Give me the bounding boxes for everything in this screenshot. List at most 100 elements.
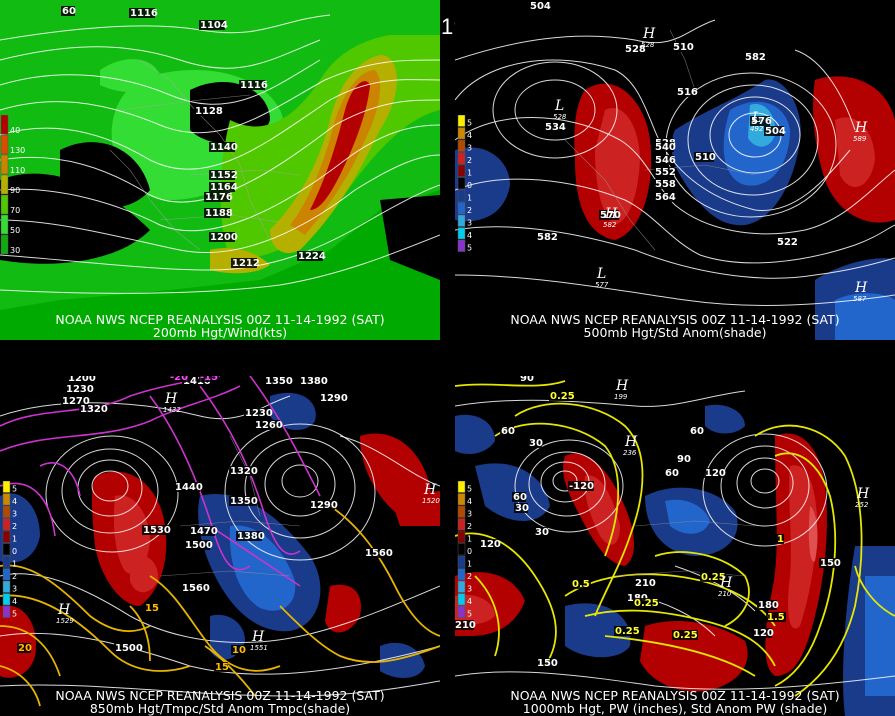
contour-label-bg — [169, 376, 189, 382]
contour-label-bg — [79, 404, 105, 414]
contour-label: 528 — [625, 44, 646, 55]
legend-swatch — [0, 214, 9, 235]
legend-label: 2 — [467, 206, 472, 215]
contour-label-bg — [599, 210, 619, 220]
pressure-mark-value: 577 — [595, 281, 609, 289]
contour-label: 120 — [753, 628, 774, 639]
legend-swatch — [457, 164, 466, 177]
legend-swatch — [0, 194, 9, 215]
legend-label: 1 — [467, 535, 472, 544]
legend-swatch — [457, 239, 466, 252]
contour-label: 1380 — [300, 376, 328, 387]
legend-swatch — [457, 202, 466, 215]
legend-label: 4 — [467, 131, 472, 140]
legend-swatch — [457, 177, 466, 190]
anomaly-legend: 5 4 3 2 1 0 1 2 3 4 5 — [2, 481, 17, 619]
contour-label: 30 — [529, 438, 543, 449]
legend-swatch — [457, 593, 466, 606]
contour-label: 1320 — [80, 404, 108, 415]
wind-legend: 40 130 110 90 70 50 30 — [0, 115, 25, 255]
legend-swatch — [457, 214, 466, 227]
high-pressure-mark: H — [164, 391, 178, 407]
legend-label: 5 — [467, 485, 472, 494]
contour-label-bg — [144, 603, 158, 613]
contour-label: -15 — [200, 376, 218, 383]
legend-swatch — [457, 580, 466, 593]
panel-caption-source: NOAA NWS NCEP REANALYSIS 00Z 11-14-1992 … — [55, 312, 385, 327]
low-pressure-mark: L — [751, 110, 761, 126]
legend-label: 5 — [467, 244, 472, 253]
legend-swatch — [457, 115, 466, 127]
legend-label: 5 — [12, 610, 17, 619]
legend-swatch — [2, 543, 11, 556]
legend-swatch — [2, 568, 11, 581]
contour-label-bg — [199, 20, 225, 30]
pressure-mark-value: 587 — [853, 295, 867, 303]
legend-swatch — [457, 493, 466, 506]
legend-label: 3 — [12, 510, 17, 519]
contour-label: 1560 — [182, 583, 210, 594]
contour-label-bg — [633, 598, 659, 608]
contour-label: 20 — [18, 643, 32, 654]
contour-label: 510 — [673, 42, 694, 53]
legend-label: 1 — [467, 169, 472, 178]
pressure-mark-value: 252 — [855, 501, 869, 509]
contour-label-bg — [512, 492, 526, 502]
panel-caption-source: NOAA NWS NCEP REANALYSIS 00Z 11-14-1992 … — [510, 312, 840, 327]
low-pressure-mark: L — [554, 98, 564, 114]
legend-label: 4 — [12, 497, 17, 506]
contour-label-bg — [614, 626, 640, 636]
contour-label: 30 — [535, 527, 549, 538]
contour-label: 1200 — [68, 376, 96, 384]
contour-label: 0.25 — [550, 391, 575, 402]
contour-label-bg — [654, 179, 674, 189]
contour-label-bg — [299, 376, 325, 386]
high-pressure-mark: H — [856, 486, 870, 502]
contour-label: 0.25 — [673, 630, 698, 641]
contour-label-bg — [67, 376, 93, 383]
contour-label: 1380 — [237, 531, 265, 542]
contour-label: 1290 — [310, 500, 338, 511]
contour-label: 1176 — [205, 192, 233, 203]
contour-label-bg — [752, 628, 772, 638]
contour-label-bg — [209, 182, 235, 192]
contour-label-bg — [534, 527, 548, 537]
high-pressure-mark: H — [604, 206, 618, 222]
panel-caption-field: 200mb Hgt/Wind(kts) — [152, 325, 288, 340]
panel-200mb-map: 1116 1104 1116 1128 1140 1152 1164 1176 1188 1200… — [0, 0, 440, 340]
contour-label-bg — [634, 578, 654, 588]
legend-swatch — [457, 227, 466, 240]
legend-label: 4 — [467, 597, 472, 606]
contour-label: 582 — [745, 52, 766, 63]
contour-label: 522 — [777, 237, 798, 248]
contour-label-bg — [181, 583, 207, 593]
legend-swatch — [2, 555, 11, 568]
contour-label-bg — [319, 393, 345, 403]
contour-label: 1128 — [195, 106, 223, 117]
high-pressure-mark: H — [251, 629, 265, 645]
legend-label: 2 — [467, 522, 472, 531]
contour-label: 1.5 — [767, 612, 785, 623]
contour-label: 1260 — [255, 420, 283, 431]
contour-label: 582 — [537, 232, 558, 243]
legend-swatch — [457, 139, 466, 152]
contour-label-bg — [204, 208, 230, 218]
contour-label-bg — [672, 630, 698, 640]
pressure-mark-value: 199 — [614, 393, 628, 401]
height-pw-contours: 900.2560309060-1206030120302101800.250.5… — [455, 376, 895, 697]
contour-label-bg — [514, 503, 528, 513]
legend-swatch — [457, 518, 466, 531]
contour-label-bg — [536, 232, 556, 242]
contour-label-bg — [544, 122, 564, 132]
legend-label: 1 — [467, 194, 472, 203]
contour-label-bg — [182, 376, 208, 386]
contour-label-bg — [231, 645, 245, 655]
contour-label: 1440 — [175, 482, 203, 493]
high-pressure-mark: H — [854, 120, 868, 136]
contour-label: 10 — [232, 645, 246, 656]
contour-label-bg — [676, 454, 690, 464]
contour-label: 1500 — [185, 540, 213, 551]
legend-label: 5 — [12, 485, 17, 494]
